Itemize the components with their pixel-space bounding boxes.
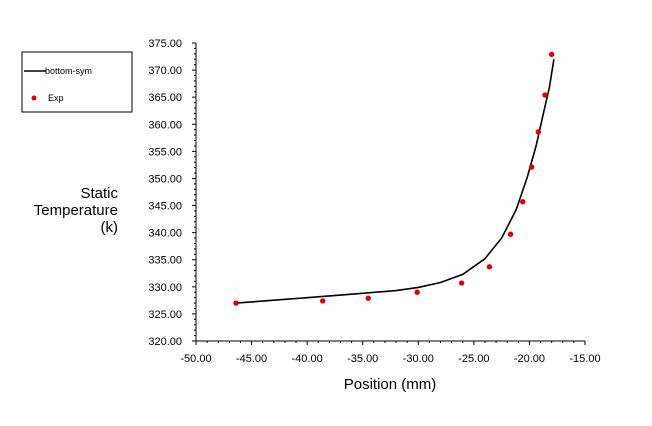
exp-data-point	[458, 280, 465, 286]
y-ticks: 320.00 325.00 330.00 335.00 340.00 345.00 350.…	[148, 38, 196, 348]
y-axis-title-line-1: Static	[80, 185, 118, 202]
exp-data-point	[535, 129, 542, 135]
y-tick-label: 330.00	[148, 282, 182, 294]
plot-area	[233, 51, 555, 306]
x-tick-label: -45.00	[236, 353, 267, 365]
exp-data-point	[486, 264, 493, 270]
y-axis-title-line-2: Temperature	[34, 202, 118, 219]
y-tick-label: 360.00	[148, 119, 182, 131]
exp-data-point	[520, 199, 526, 205]
legend-marker-exp	[31, 95, 37, 101]
y-tick-label: 370.00	[148, 65, 182, 77]
x-tick-label: -15.00	[569, 353, 600, 365]
legend: bottom-sym Exp	[21, 51, 133, 113]
series-line-bottom-sym	[235, 59, 555, 304]
exp-data-point	[548, 51, 555, 58]
x-tick-label: -20.00	[514, 353, 545, 365]
y-tick-label: 325.00	[148, 309, 182, 321]
x-axis-title: Position (mm)	[344, 376, 437, 393]
y-tick-label: 320.00	[148, 336, 182, 348]
y-tick-label: 355.00	[148, 146, 182, 158]
x-ticks: -50.00 -45.00 -40.00 -35.00 -30.00 -25.00 -20.…	[180, 341, 601, 365]
exp-data-point	[320, 298, 326, 304]
y-tick-label: 375.00	[148, 38, 182, 50]
y-tick-label: 335.00	[148, 255, 182, 267]
y-tick-label: 350.00	[148, 173, 182, 185]
y-tick-label: 365.00	[148, 92, 182, 104]
legend-box	[21, 51, 133, 113]
y-axis-title-line-3: (k)	[101, 219, 119, 236]
x-tick-label: -35.00	[347, 353, 378, 365]
y-tick-label: 340.00	[148, 228, 182, 240]
x-tick-label: -40.00	[292, 353, 323, 365]
exp-data-point	[233, 300, 239, 306]
x-tick-label: -25.00	[458, 353, 489, 365]
legend-label-exp: Exp	[48, 93, 64, 103]
exp-data-point	[507, 231, 514, 237]
exp-data-point	[365, 295, 371, 301]
x-tick-label: -50.00	[180, 353, 211, 365]
x-tick-label: -30.00	[403, 353, 434, 365]
legend-label-bottom-sym: bottom-sym	[45, 66, 92, 76]
y-tick-label: 345.00	[148, 201, 182, 213]
exp-data-point	[528, 164, 535, 170]
exp-data-point	[542, 92, 548, 98]
exp-data-point	[414, 289, 420, 295]
